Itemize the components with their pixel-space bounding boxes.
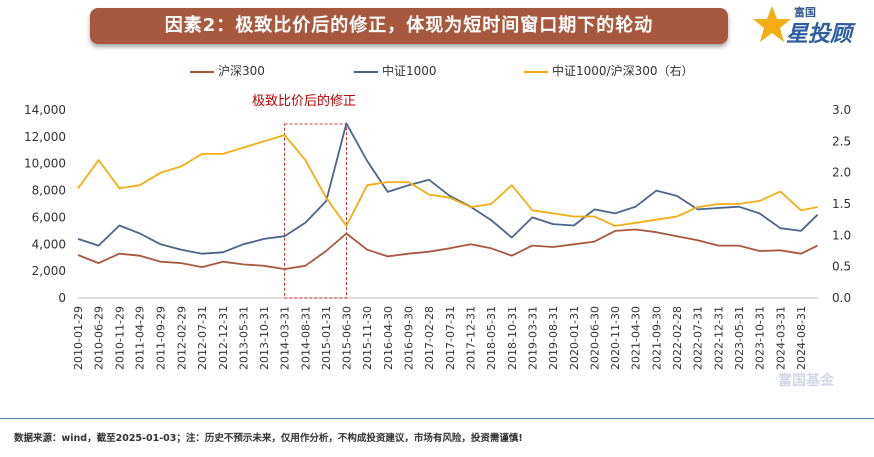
- x-tick-label: 2022-12-31: [712, 306, 725, 370]
- x-tick-label: 2012-07-31: [196, 306, 209, 370]
- legend-label: 中证1000: [382, 64, 437, 78]
- x-tick-label: 2011-04-29: [134, 306, 147, 370]
- y-right-tick-label: 2.5: [832, 134, 851, 148]
- x-tick-label: 2012-02-29: [175, 306, 188, 370]
- x-tick-label: 2022-02-28: [671, 306, 684, 370]
- y-left-tick-label: 6,000: [32, 210, 66, 224]
- star-icon: [753, 6, 791, 42]
- x-tick-label: 2021-09-30: [650, 306, 663, 370]
- y-left-tick-label: 2,000: [32, 264, 66, 278]
- legend-swatch: [524, 70, 548, 73]
- x-tick-label: 2013-10-31: [258, 306, 271, 370]
- y-left-tick-label: 10,000: [24, 157, 66, 171]
- y-left-tick-label: 14,000: [24, 103, 66, 117]
- highlight-box: [284, 123, 347, 299]
- watermark: 富国基金: [778, 373, 834, 389]
- legend-item-zz1000: 中证1000: [354, 62, 437, 79]
- x-tick-label: 2020-11-30: [609, 306, 622, 370]
- x-tick-label: 2014-08-31: [299, 306, 312, 370]
- series-line: [77, 134, 818, 227]
- x-tick-label: 2013-05-31: [237, 306, 250, 370]
- legend-swatch: [354, 70, 378, 73]
- x-tick-label: 2017-02-28: [423, 306, 436, 370]
- y-left-tick-label: 4,000: [32, 237, 66, 251]
- x-tick-label: 2015-01-31: [320, 306, 333, 370]
- x-tick-label: 2021-04-30: [630, 306, 643, 370]
- footer-divider: [0, 418, 874, 419]
- x-tick-label: 2015-06-30: [340, 306, 353, 370]
- chart-legend: 沪深300 中证1000 中证1000/沪深300（右）: [0, 62, 874, 80]
- page-title-text: 因素2：极致比价后的修正，体现为短时间窗口期下的轮动: [164, 15, 654, 36]
- x-tick-label: 2016-04-30: [382, 306, 395, 370]
- y-right-tick-label: 0.5: [832, 260, 851, 274]
- x-tick-label: 2015-11-30: [361, 306, 374, 370]
- brand-logo: 富国 星投顾: [752, 2, 853, 47]
- legend-item-hs300: 沪深300: [190, 62, 265, 79]
- legend-swatch: [190, 70, 214, 73]
- x-tick-label: 2010-11-29: [113, 306, 126, 370]
- y-right-tick-label: 3.0: [832, 103, 851, 117]
- x-tick-label: 2022-07-31: [692, 306, 705, 370]
- legend-item-ratio: 中证1000/沪深300（右）: [524, 62, 694, 79]
- x-tick-label: 2018-10-31: [506, 306, 519, 370]
- x-tick-label: 2017-12-31: [465, 306, 478, 370]
- x-tick-label: 2017-07-31: [444, 306, 457, 370]
- x-tick-label: 2024-08-31: [795, 306, 808, 370]
- y-right-tick-label: 1.5: [832, 197, 851, 211]
- x-tick-label: 2011-09-29: [155, 306, 168, 370]
- logo-big-text: 星投顾: [786, 22, 853, 47]
- x-tick-label: 2020-01-31: [568, 306, 581, 370]
- series-line: [77, 122, 819, 255]
- legend-label: 沪深300: [218, 64, 265, 78]
- x-tick-label: 2010-01-29: [72, 306, 85, 370]
- x-tick-label: 2012-12-31: [217, 306, 230, 370]
- legend-label: 中证1000/沪深300（右）: [552, 64, 694, 78]
- y-right-tick-label: 1.0: [832, 228, 851, 242]
- x-tick-label: 2024-03-31: [774, 306, 787, 370]
- logo-small-text: 富国: [794, 6, 816, 19]
- y-right-tick-label: 2.0: [832, 166, 851, 180]
- x-tick-label: 2018-05-31: [485, 306, 498, 370]
- x-tick-label: 2014-03-31: [279, 306, 292, 370]
- y-left-tick-label: 12,000: [24, 130, 66, 144]
- x-tick-label: 2023-05-31: [733, 306, 746, 370]
- x-tick-label: 2016-09-30: [403, 306, 416, 370]
- series-line: [77, 228, 818, 271]
- x-tick-label: 2019-08-31: [547, 306, 560, 370]
- y-right-tick-label: 0.0: [832, 291, 851, 305]
- x-tick-label: 2023-10-31: [754, 306, 767, 370]
- x-tick-label: 2010-06-29: [92, 306, 105, 370]
- page-title: 因素2：极致比价后的修正，体现为短时间窗口期下的轮动: [90, 8, 728, 44]
- x-tick-label: 2020-06-30: [588, 306, 601, 370]
- line-chart: 0 2,000 4,000 6,000 8,000 10,000 12,000 14,000 0…: [24, 103, 851, 370]
- x-tick-label: 2019-03-31: [526, 306, 539, 370]
- footer-note: 数据来源：wind，截至2025-01-03；注：历史不预示未来，仅用作分析，不…: [14, 433, 523, 444]
- y-left-tick-label: 0: [58, 291, 66, 305]
- y-left-tick-label: 8,000: [32, 184, 66, 198]
- highlight-annotation: 极致比价后的修正: [252, 94, 357, 109]
